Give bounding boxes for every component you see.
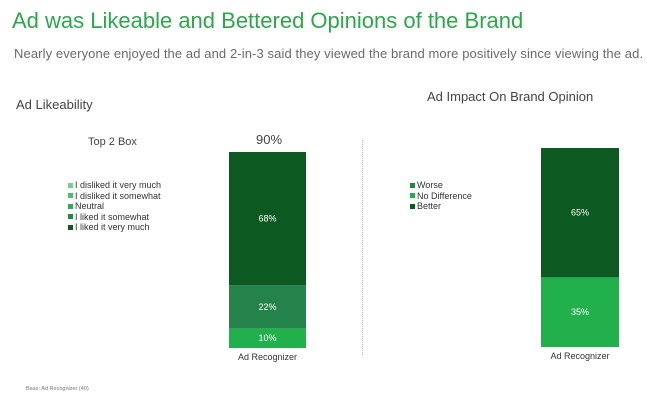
likeability-legend: I disliked it very much I disliked it som… xyxy=(68,180,161,233)
bar-segment-no-difference xyxy=(541,277,619,347)
category-label: Ad Recognizer xyxy=(550,351,609,361)
brand-opinion-legend: Worse No Difference Better xyxy=(410,180,472,212)
brand-opinion-legend-item: Better xyxy=(410,201,472,212)
legend-label: I disliked it very much xyxy=(75,180,162,191)
legend-label: I disliked it somewhat xyxy=(75,190,161,201)
brand-opinion-legend-item: No Difference xyxy=(410,191,472,202)
data-label: 65% xyxy=(571,208,589,218)
legend-label: Neutral xyxy=(75,201,105,212)
data-label: 10% xyxy=(258,333,276,343)
legend-label: I liked it very much xyxy=(75,222,150,233)
likeability-legend-item: I disliked it very much xyxy=(68,180,161,191)
legend-swatch xyxy=(68,224,73,230)
likeability-legend-item: Neutral xyxy=(68,201,161,212)
legend-label: Worse xyxy=(417,180,443,191)
legend-swatch xyxy=(410,193,415,199)
page-title: Ad was Likeable and Bettered Opinions of… xyxy=(12,8,524,33)
category-label: Ad Recognizer xyxy=(238,352,297,362)
likeability-legend-item: I liked it somewhat xyxy=(68,212,161,223)
top-2-box-value: 90% xyxy=(256,132,283,147)
bar-segment-i-liked-it-somewhat xyxy=(229,328,306,348)
legend-swatch xyxy=(410,182,415,188)
brand-opinion-label: Ad Impact On Brand Opinion xyxy=(427,89,594,104)
top-2-box-label: Top 2 Box xyxy=(88,136,137,148)
page-subtitle: Nearly everyone enjoyed the ad and 2-in-… xyxy=(14,46,644,61)
legend-swatch xyxy=(410,203,415,209)
data-label: 35% xyxy=(571,307,589,317)
bar-segment-better xyxy=(541,148,619,278)
data-label: 68% xyxy=(258,214,276,224)
likeability-legend-item: I disliked it somewhat xyxy=(68,191,161,202)
legend-swatch xyxy=(68,193,73,199)
ad-likeability-label: Ad Likeability xyxy=(16,97,93,112)
legend-swatch xyxy=(68,182,73,188)
likeability-legend-item: I liked it very much xyxy=(68,222,161,233)
base-note: Base: Ad Recognizer (40) xyxy=(26,386,89,392)
legend-swatch xyxy=(68,214,73,220)
legend-label: Better xyxy=(417,201,442,212)
data-label: 22% xyxy=(258,302,276,312)
bar-segment-neutral xyxy=(229,285,306,329)
panel-divider xyxy=(362,140,363,355)
legend-label: I liked it somewhat xyxy=(75,211,150,222)
bar-segment-i-liked-it-very-much xyxy=(229,152,306,286)
brand-opinion-legend-item: Worse xyxy=(410,180,472,191)
legend-swatch xyxy=(68,203,73,209)
legend-label: No Difference xyxy=(417,190,472,201)
